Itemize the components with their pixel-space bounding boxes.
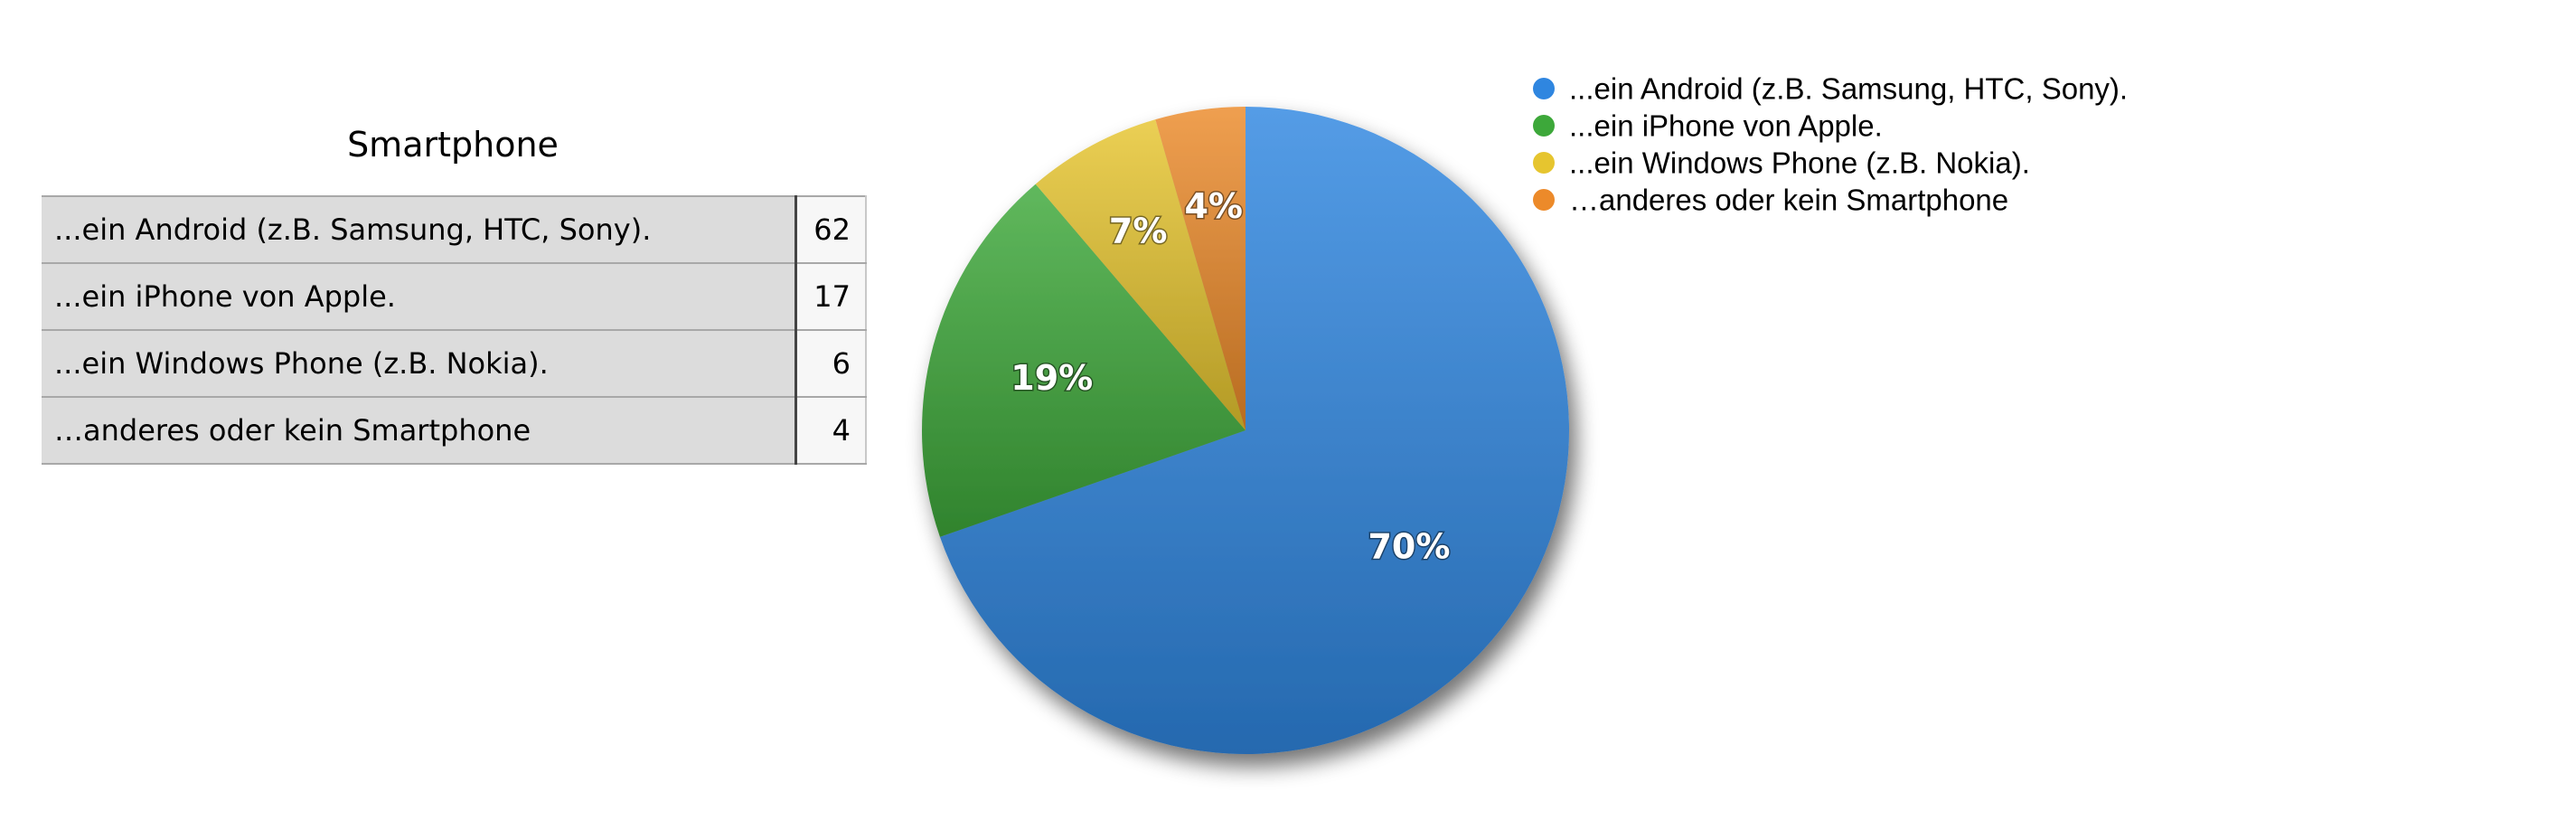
legend-marker (1533, 189, 1555, 211)
row-value: 4 (794, 396, 867, 465)
table-title: Smartphone (347, 125, 559, 165)
pie-data-label: 7% (1109, 211, 1168, 250)
pie-slice (921, 184, 1246, 537)
legend-label: …anderes oder kein Smartphone (1569, 184, 2008, 217)
pie-slices (921, 107, 1569, 754)
row-value: 17 (794, 262, 867, 331)
row-value: 6 (794, 329, 867, 398)
pie-data-label: 70% (1368, 527, 1450, 567)
legend-label: ...ein Android (z.B. Samsung, HTC, Sony)… (1569, 72, 2128, 106)
legend-marker (1533, 78, 1555, 99)
legend: ...ein Android (z.B. Samsung, HTC, Sony)… (1533, 72, 2128, 217)
pie-slice (1035, 119, 1246, 430)
row-label: ...ein iPhone von Apple. (42, 262, 795, 331)
table-row: …anderes oder kein Smartphone 4 (42, 396, 867, 465)
row-label: ...ein Android (z.B. Samsung, HTC, Sony)… (42, 195, 795, 264)
legend-label: ...ein iPhone von Apple. (1569, 109, 1883, 143)
legend-marker (1533, 115, 1555, 137)
pie-data-label: 19% (1011, 358, 1093, 398)
pie-data-labels: 70% 19% 7% 4% (1010, 184, 1452, 568)
table-row: ...ein iPhone von Apple. 17 (42, 262, 867, 331)
table-row: ...ein Android (z.B. Samsung, HTC, Sony)… (42, 195, 867, 264)
row-value: 62 (794, 195, 867, 264)
row-label: …anderes oder kein Smartphone (42, 396, 795, 465)
pie-slice (939, 107, 1569, 754)
legend-label: ...ein Windows Phone (z.B. Nokia). (1569, 146, 2030, 180)
data-table: ...ein Android (z.B. Samsung, HTC, Sony)… (42, 195, 867, 465)
pie-data-label: 4% (1184, 186, 1243, 226)
legend-marker (1533, 152, 1555, 174)
pie-slice (1155, 107, 1246, 430)
row-label: ...ein Windows Phone (z.B. Nokia). (42, 329, 795, 398)
table-row: ...ein Windows Phone (z.B. Nokia). 6 (42, 329, 867, 398)
